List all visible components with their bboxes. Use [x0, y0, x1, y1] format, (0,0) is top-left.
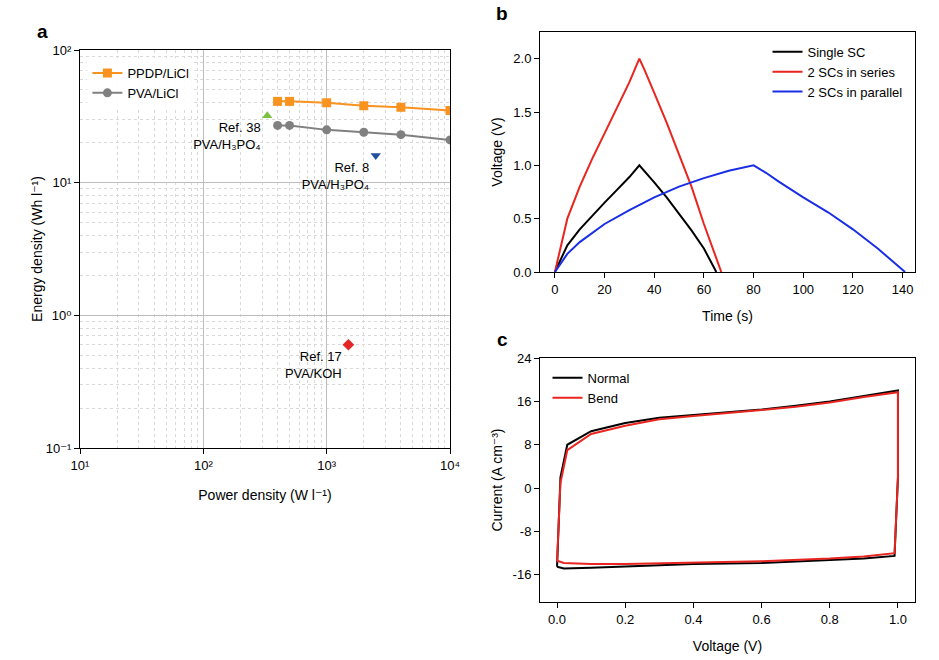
svg-text:10⁴: 10⁴: [440, 458, 460, 473]
svg-text:0.8: 0.8: [821, 612, 839, 627]
svg-text:Normal: Normal: [588, 371, 630, 386]
svg-text:140: 140: [892, 282, 914, 297]
svg-text:0: 0: [524, 481, 531, 496]
svg-text:b: b: [496, 3, 508, 24]
svg-text:10¹: 10¹: [71, 458, 90, 473]
svg-text:Current (A cm⁻³): Current (A cm⁻³): [489, 428, 505, 531]
svg-text:80: 80: [746, 282, 760, 297]
svg-text:0.2: 0.2: [616, 612, 634, 627]
svg-text:Ref. 8PVA/H₃PO₄: Ref. 8PVA/H₃PO₄: [302, 160, 369, 192]
svg-text:10¹: 10¹: [53, 175, 72, 190]
svg-text:120: 120: [842, 282, 864, 297]
svg-text:20: 20: [597, 282, 611, 297]
svg-text:0.4: 0.4: [684, 612, 702, 627]
svg-text:c: c: [497, 329, 508, 350]
svg-text:16: 16: [517, 394, 531, 409]
svg-text:0.0: 0.0: [513, 265, 531, 280]
svg-text:100: 100: [792, 282, 814, 297]
svg-text:10⁻¹: 10⁻¹: [46, 441, 72, 456]
svg-text:Ref. 38PVA/H₃PO₄: Ref. 38PVA/H₃PO₄: [193, 120, 260, 152]
svg-text:40: 40: [647, 282, 661, 297]
svg-text:2.0: 2.0: [513, 51, 531, 66]
svg-text:Time (s): Time (s): [702, 308, 753, 324]
svg-text:Ref. 17PVA/KOH: Ref. 17PVA/KOH: [285, 349, 342, 381]
svg-text:0: 0: [551, 282, 558, 297]
svg-text:2 SCs in series: 2 SCs in series: [808, 65, 896, 80]
svg-text:0.6: 0.6: [753, 612, 771, 627]
svg-text:60: 60: [697, 282, 711, 297]
svg-text:1.0: 1.0: [513, 158, 531, 173]
svg-text:1.0: 1.0: [889, 612, 907, 627]
svg-text:Bend: Bend: [588, 391, 618, 406]
svg-text:8: 8: [524, 437, 531, 452]
svg-text:2 SCs in parallel: 2 SCs in parallel: [808, 85, 903, 100]
svg-text:24: 24: [517, 351, 531, 366]
svg-text:-16: -16: [513, 567, 532, 582]
svg-text:10³: 10³: [317, 458, 336, 473]
svg-text:PPDP/LiCl: PPDP/LiCl: [127, 66, 189, 81]
svg-text:Voltage (V): Voltage (V): [693, 638, 762, 654]
svg-text:10²: 10²: [194, 458, 213, 473]
svg-text:Energy density (Wh l⁻¹): Energy density (Wh l⁻¹): [29, 176, 45, 322]
svg-text:PVA/LiCl: PVA/LiCl: [127, 86, 178, 101]
svg-text:10⁰: 10⁰: [52, 308, 72, 323]
svg-text:1.5: 1.5: [513, 105, 531, 120]
svg-text:-8: -8: [520, 524, 532, 539]
svg-text:0.5: 0.5: [513, 211, 531, 226]
svg-text:a: a: [37, 21, 48, 42]
svg-text:10²: 10²: [53, 43, 72, 58]
svg-text:Single SC: Single SC: [808, 45, 866, 60]
svg-text:0.0: 0.0: [548, 612, 566, 627]
svg-text:Voltage (V): Voltage (V): [489, 117, 505, 186]
svg-text:Power density (W l⁻¹): Power density (W l⁻¹): [198, 487, 331, 503]
